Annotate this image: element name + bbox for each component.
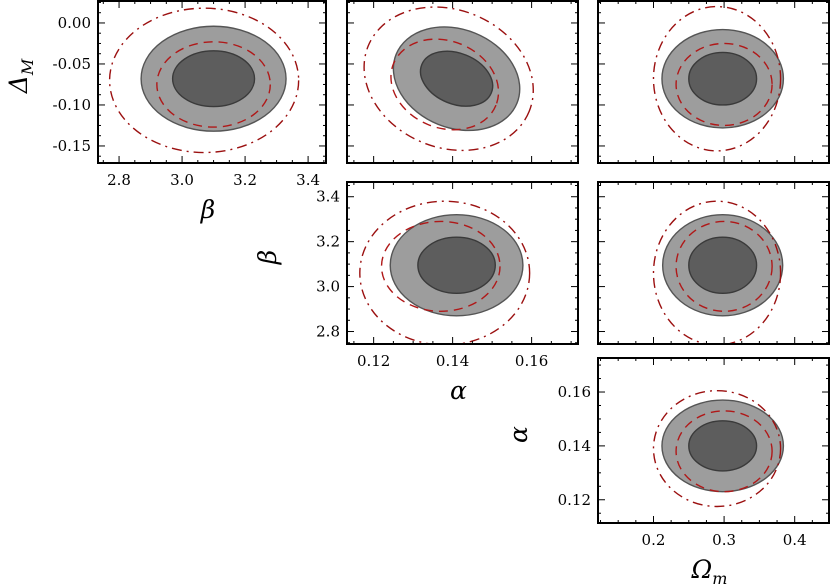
- x-tick-label: 0.14: [436, 352, 469, 370]
- x-tick-label: 0.12: [357, 352, 390, 370]
- y-tick-label: 0.16: [558, 383, 591, 401]
- panel-omegam-deltaM: [597, 0, 830, 164]
- axes-frame: [597, 181, 830, 345]
- x-tick-label: 0.4: [783, 531, 807, 549]
- dashdot-contour: [652, 389, 782, 508]
- dashdot-contour: [652, 5, 782, 152]
- panel-omegam-beta: [597, 181, 830, 345]
- x-tick-label: 2.8: [107, 171, 131, 189]
- y-tick-label: -0.05: [53, 55, 91, 73]
- x-axis-label: β: [200, 195, 215, 224]
- y-tick-label: 3.2: [316, 233, 340, 251]
- dashed-contour: [675, 220, 773, 313]
- y-axis-label: β: [253, 250, 282, 265]
- x-tick-label: 3.0: [170, 171, 194, 189]
- dashed-contour: [675, 410, 773, 493]
- inner-contour: [688, 236, 758, 295]
- x-axis-label: α: [450, 376, 467, 405]
- inner-contour: [419, 50, 494, 107]
- dashdot-contour: [363, 6, 534, 152]
- x-tick-label: 3.2: [233, 171, 257, 189]
- x-tick-label: 0.3: [712, 531, 736, 549]
- y-tick-label: 2.8: [316, 323, 340, 341]
- axes-frame: [597, 357, 830, 524]
- inner-contour: [417, 236, 496, 295]
- panel-beta-deltaM: 2.8 3.0 3.2 3.4 0.00 -0.05 -0.10 -0.15 β ΔM: [4, 0, 327, 224]
- y-tick-label: -0.15: [53, 137, 91, 155]
- axes-frame: [97, 0, 327, 164]
- panel-omegam-alpha: 0.2 0.3 0.4 0.12 0.14 0.16 Ωm α: [504, 357, 830, 586]
- y-tick-label: 0.14: [558, 437, 591, 455]
- x-tick-label: 3.4: [296, 171, 320, 189]
- axes-frame: [346, 0, 579, 164]
- dashed-contour: [380, 220, 501, 313]
- panel-alpha-deltaM: [346, 0, 579, 164]
- inner-contour: [688, 51, 758, 106]
- dashdot-contour: [108, 7, 300, 154]
- y-axis-label: ΔM: [4, 58, 37, 94]
- axes-frame: [597, 0, 830, 164]
- y-tick-label: 3.4: [316, 188, 340, 206]
- y-axis-label: α: [504, 426, 533, 443]
- dashed-contour: [156, 41, 271, 128]
- dashdot-contour: [652, 200, 782, 345]
- y-tick-label: 3.0: [316, 278, 340, 296]
- x-tick-label: 0.16: [515, 352, 548, 370]
- axes-frame: [346, 181, 579, 345]
- x-tick-label: 0.2: [642, 531, 666, 549]
- y-tick-label: 0.00: [58, 14, 91, 32]
- x-axis-label: Ωm: [691, 555, 728, 586]
- dashed-contour: [675, 42, 773, 127]
- y-tick-label: -0.10: [53, 96, 91, 114]
- inner-contour: [688, 420, 758, 472]
- inner-contour: [171, 50, 256, 108]
- y-tick-label: 0.12: [558, 491, 591, 509]
- panel-alpha-beta: 0.12 0.14 0.16 2.8 3.0 3.2 3.4 α β: [253, 181, 579, 405]
- dashdot-contour: [359, 200, 531, 345]
